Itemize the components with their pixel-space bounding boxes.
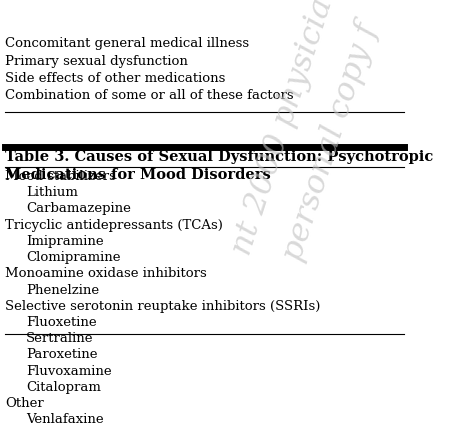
Text: Combination of some or all of these factors: Combination of some or all of these fact…	[6, 89, 294, 102]
Text: Clomipramine: Clomipramine	[26, 251, 120, 264]
Text: Side effects of other medications: Side effects of other medications	[6, 72, 226, 85]
Text: Lithium: Lithium	[26, 186, 78, 199]
Text: Table 3. Causes of Sexual Dysfunction: Psychotropic
Medications for Mood Disorde: Table 3. Causes of Sexual Dysfunction: P…	[6, 150, 434, 182]
Text: Tricyclic antidepressants (TCAs): Tricyclic antidepressants (TCAs)	[6, 219, 223, 232]
Text: Imipramine: Imipramine	[26, 235, 103, 248]
Text: Fluoxetine: Fluoxetine	[26, 316, 96, 329]
Text: Monoamine oxidase inhibitors: Monoamine oxidase inhibitors	[6, 267, 207, 280]
Text: Citalopram: Citalopram	[26, 381, 100, 394]
Text: Carbamazepine: Carbamazepine	[26, 202, 131, 216]
Text: nt 2000 physicia
personal copy f: nt 2000 physicia personal copy f	[226, 0, 386, 274]
Text: Fluvoxamine: Fluvoxamine	[26, 365, 111, 378]
Text: Venlafaxine: Venlafaxine	[26, 414, 103, 427]
Text: Paroxetine: Paroxetine	[26, 349, 97, 362]
Text: Phenelzine: Phenelzine	[26, 284, 99, 297]
Text: Primary sexual dysfunction: Primary sexual dysfunction	[6, 55, 188, 68]
Text: Selective serotonin reuptake inhibitors (SSRIs): Selective serotonin reuptake inhibitors …	[6, 300, 321, 313]
Text: Other: Other	[6, 397, 44, 410]
Text: Sertraline: Sertraline	[26, 332, 93, 345]
Text: Concomitant general medical illness: Concomitant general medical illness	[6, 37, 250, 50]
Text: Mood stabilizers: Mood stabilizers	[6, 170, 116, 183]
